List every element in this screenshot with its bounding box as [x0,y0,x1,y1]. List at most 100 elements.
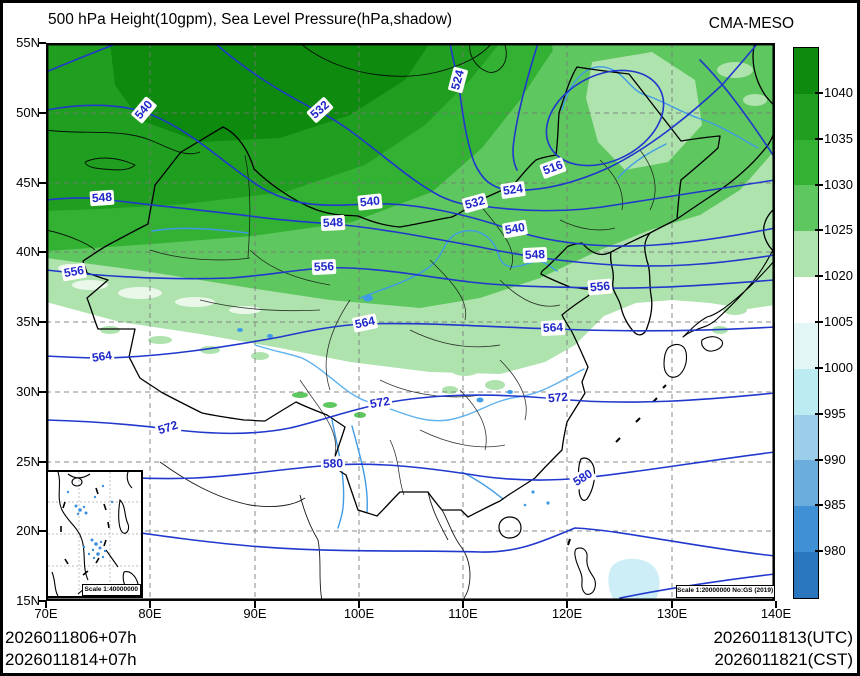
lat-tick [39,182,46,184]
luzon-coast [574,547,596,595]
colorbar-segments [794,48,818,598]
lat-tick [39,321,46,323]
map-area: Scale 1:40000000 Scale 1:20000000 No:GS … [46,43,775,601]
contour-label: 564 [540,319,566,337]
colorbar-tick [815,137,823,140]
slp-shading-layer [46,43,775,601]
contour-label: 556 [587,278,613,296]
lon-label: 140E [760,606,792,621]
colorbar-label: 1005 [824,314,853,329]
lon-tick [149,601,151,608]
honshu-coast [682,245,775,338]
lat-label: 45N [16,175,40,190]
contour-label: 548 [320,214,346,232]
colorbar [793,47,819,599]
colorbar-tick [815,229,823,232]
inset-scale-label: Scale 1:40000000 [81,584,141,596]
lon-tick [566,601,568,608]
lat-tick [39,600,46,602]
lon-label: 90E [243,606,267,621]
colorbar-label: 980 [824,543,846,559]
lon-label: 110E [448,606,478,621]
colorbar-tick [815,412,823,415]
colorbar-label: 985 [824,497,846,513]
contour-label: 556 [311,258,337,276]
colorbar-label: 1025 [824,222,853,238]
colorbar-label: 1030 [824,176,853,192]
lat-label: 50N [16,105,40,120]
colorbar-segment [794,552,818,598]
colorbar-tick [815,183,823,186]
colorbar-segment [794,322,818,369]
lat-label: 15N [16,593,40,608]
lon-tick [775,601,777,608]
lat-tick [39,391,46,393]
foreign-borders-layer [46,43,507,601]
lat-tick [39,42,46,44]
colorbar-tick [815,458,823,461]
hokkaido-fragment [762,207,775,253]
colorbar-segment [794,506,818,553]
lon-tick [45,601,47,608]
colorbar-segment [794,231,818,278]
colorbar-tick [815,275,823,278]
colorbar-label: 1000 [824,359,853,375]
lat-label: 35N [16,314,40,329]
colorbar-tick [815,366,823,369]
map-frame [46,43,775,601]
hainan-coast [498,516,522,539]
inset-nine-dash-line [60,487,110,576]
lon-tick [462,601,464,608]
colorbar-tick [815,91,823,94]
colorbar-label: 995 [824,405,846,421]
contour-label: 540 [357,193,383,211]
footer-valid-cst: 2026011821(CST) [714,650,853,669]
lat-tick [39,461,46,463]
kyushu-coast [663,343,688,378]
lat-tick [39,530,46,532]
contour-label: 548 [522,246,548,264]
lon-tick [254,601,256,608]
map-canvas [46,43,775,601]
contour-label: 572 [545,389,571,407]
colorbar-label: 1040 [824,84,853,100]
inset-canvas [48,471,141,597]
footer-init-time-2: 2026011814+07h [5,650,137,669]
lat-tick [39,251,46,253]
colorbar-tick [815,550,823,553]
contour-label: 580 [320,456,346,472]
colorbar-segment [794,48,818,94]
colorbar-segment [794,93,818,140]
model-name: CMA-MESO [708,15,794,32]
lon-label: 80E [138,606,162,621]
inset-island-dots [66,484,114,560]
lon-label: 130E [656,606,688,621]
colorbar-tick [815,504,823,507]
contour-label: 548 [89,189,115,207]
colorbar-label: 1020 [824,268,853,284]
province-borders-layer [149,149,656,496]
shikoku-coast [701,336,724,352]
footer-init-time-1: 2026011806+07h [5,628,137,647]
lon-label: 70E [34,606,58,621]
colorbar-label: 1035 [824,130,853,146]
korea-coast [609,232,653,336]
lat-label: 30N [16,384,40,399]
lat-label: 40N [16,244,40,259]
footer-valid-utc: 2026011813(UTC) [713,628,853,647]
lat-label: 25N [16,454,40,469]
lat-label: 20N [16,523,40,538]
lat-label: 55N [16,35,40,50]
lon-tick [671,601,673,608]
colorbar-segment [794,368,818,415]
map-scale-note: Scale 1:20000000 No:GS (2019) 1786 [676,585,775,598]
china-boundary [82,66,721,518]
lat-tick [39,112,46,114]
cyan-low-patch [608,558,660,601]
lon-label: 120E [551,606,583,621]
lon-label: 100E [343,606,375,621]
south-china-sea-inset: Scale 1:40000000 [46,470,143,598]
colorbar-label: 990 [824,451,846,467]
colorbar-segment [794,139,818,186]
coastlines-layer [82,43,775,595]
